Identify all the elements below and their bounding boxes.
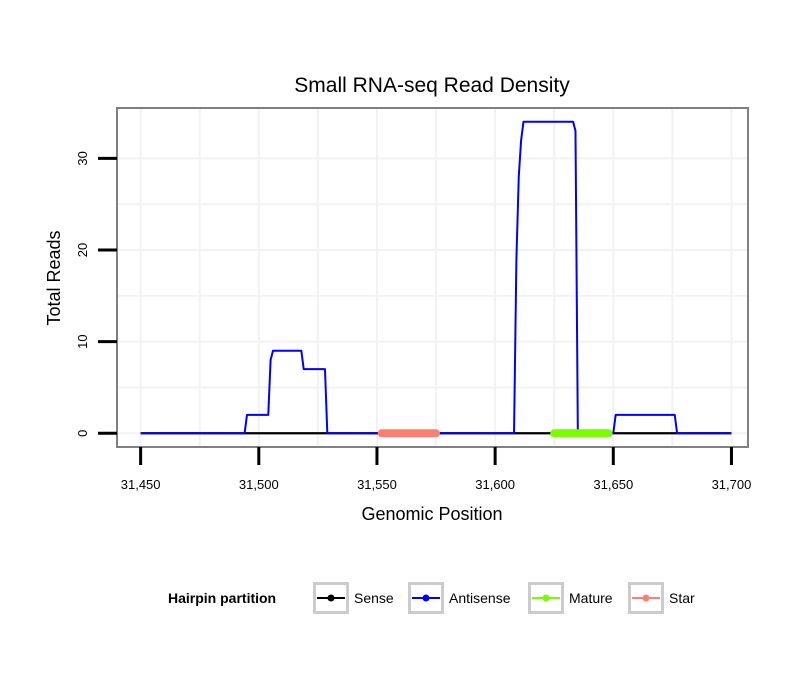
legend-item-sense: Sense [313,582,394,614]
x-tick-label: 31,650 [593,477,633,492]
legend-key-point [422,594,430,602]
legend-label: Star [669,590,695,606]
chart-title: Small RNA-seq Read Density [294,74,570,97]
x-tick-label: 31,600 [475,477,515,492]
legend-item-mature: Mature [528,582,613,614]
series-line-antisense [140,120,732,435]
y-axis-label: Total Reads [44,230,64,325]
plot-background [117,108,748,447]
legend-item-star: Star [628,582,695,614]
y-tick-label: 10 [75,334,90,348]
x-tick-label: 31,700 [712,477,752,492]
legend-label: Mature [569,590,613,606]
x-axis-label: Genomic Position [361,504,502,524]
x-tick-label: 31,500 [239,477,279,492]
legend-key-point [327,594,335,602]
y-tick-label: 30 [75,151,90,165]
x-tick-label: 31,450 [121,477,161,492]
y-tick-label: 0 [75,430,90,437]
legend-key-point [642,594,650,602]
legend-label: Antisense [449,590,511,606]
y-tick-label: 20 [75,243,90,257]
legend-key-point [542,594,550,602]
series-layer [140,120,732,438]
axes: 31,450 31,500 31,550 31,600 31,650 31,700 0 10 2… [75,151,751,492]
legend: Hairpin partition Sense Antisense Mature St… [168,582,695,614]
x-tick-label: 31,550 [357,477,397,492]
plot-frame [116,107,749,448]
grid [117,108,748,447]
legend-title: Hairpin partition [168,590,276,606]
legend-item-antisense: Antisense [408,582,511,614]
legend-label: Sense [354,590,394,606]
